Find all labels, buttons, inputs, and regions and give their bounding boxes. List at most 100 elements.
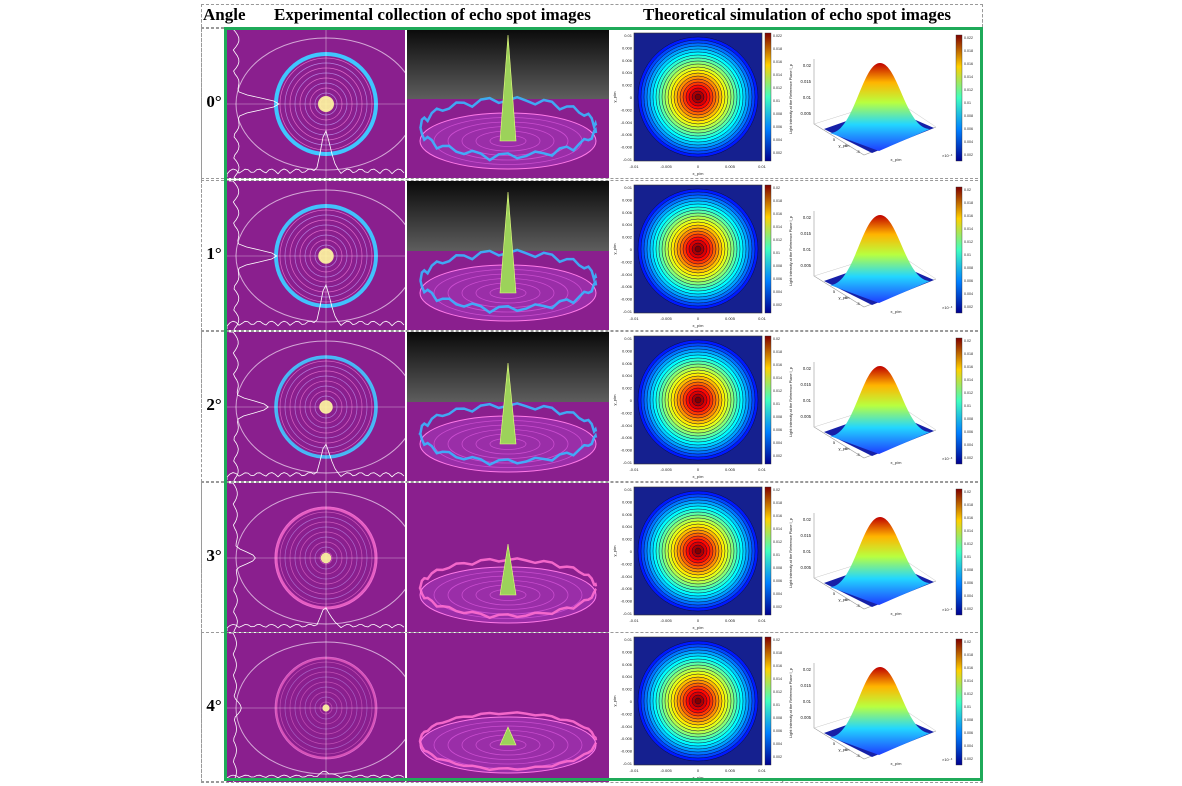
contour-xtick: 0: [697, 316, 700, 321]
surface-peak: [499, 726, 517, 746]
contour-ytick: 0.002: [622, 687, 633, 692]
surface-colorbar-tick: 0.002: [964, 757, 973, 761]
contour-colorbar-tick: 0.02: [773, 337, 780, 341]
contour-colorbar-tick: 0.02: [773, 638, 780, 642]
contour-xtick: -0.005: [660, 618, 672, 623]
surface-exponent: ×10⁻³: [942, 153, 953, 158]
contour-colorbar-tick: 0.022: [773, 34, 782, 38]
experimental-3d-image-svg: [407, 181, 609, 330]
contour-colorbar-tick: 0.008: [773, 566, 782, 570]
contour-colorbar-tick: 0.018: [773, 651, 782, 655]
contour-xtick: -0.005: [660, 164, 672, 169]
contour-xtick: -0.01: [629, 768, 639, 773]
surface-colorbar-tick: 0.008: [964, 266, 973, 270]
contour-colorbar-tick: 0.012: [773, 389, 782, 393]
surface-colorbar-tick: 0.006: [964, 430, 973, 434]
experimental-spot-image-svg: [227, 332, 405, 481]
surface-ztick: 0.005: [801, 565, 812, 570]
spot-background: [227, 332, 405, 481]
surface-plot: 0.02 0.015 0.01 0.005 Light Intensity at the…: [784, 332, 981, 481]
surface-axis-tick: 5: [833, 440, 836, 445]
contour-xtick: 0.01: [758, 164, 767, 169]
contour-ylabel: y_p/m: [612, 394, 617, 406]
contour-level: [694, 245, 702, 253]
contour-plot: 0.01 0.008 0.006 0.004 0.002 0 -0.002 -0.004 -0.…: [610, 181, 782, 330]
contour-colorbar-tick: 0.002: [773, 454, 782, 458]
surface-axis-tick: 5: [833, 289, 836, 294]
contour-ytick: -0.008: [621, 297, 633, 302]
surface-colorbar-tick: 0.008: [964, 114, 973, 118]
surface-colorbar-tick: 0.018: [964, 503, 973, 507]
experimental-spot-image-svg: [227, 29, 405, 178]
surface-colorbar-tick: 0.016: [964, 666, 973, 670]
surface-ztick: 0.02: [803, 517, 812, 522]
surface-axis-tick: 5: [833, 741, 836, 746]
surface-colorbar-tick: 0.012: [964, 391, 973, 395]
spot-background: [227, 29, 405, 178]
surface-colorbar-tick: 0.004: [964, 292, 973, 296]
contour-ytick: -0.01: [623, 761, 633, 766]
surface-exponent: ×10⁻³: [942, 456, 953, 461]
surface-xlabel: x_p/m: [891, 460, 903, 465]
contour-ylabel: y_p/m: [612, 243, 617, 255]
contour-xtick: 0: [697, 164, 700, 169]
contour-colorbar-tick: 0.014: [773, 225, 782, 229]
contour-colorbar-tick: 0.012: [773, 690, 782, 694]
surface-colorbar-tick: 0.006: [964, 279, 973, 283]
surface-colorbar-tick: 0.016: [964, 62, 973, 66]
surface-ylabel: y_p/m: [839, 597, 851, 602]
vertical-profile: [229, 332, 269, 481]
contour-xtick: 0: [697, 618, 700, 623]
contour-ytick: 0: [630, 247, 633, 252]
contour-ytick: -0.004: [621, 272, 633, 277]
surface-colorbar: [955, 638, 963, 766]
contour-xtick: -0.01: [629, 164, 639, 169]
surface-colorbar-tick: 0.016: [964, 214, 973, 218]
contour-colorbar-tick: 0.016: [773, 363, 782, 367]
contour-xtick: 0: [697, 467, 700, 472]
surface-colorbar-tick: 0.014: [964, 227, 973, 231]
contour-colorbar-tick: 0.02: [773, 186, 780, 190]
surface-ztick: 0.015: [801, 231, 812, 236]
contour-xtick: -0.01: [629, 467, 639, 472]
contour-ytick: -0.006: [621, 284, 633, 289]
experimental-spot-image: [227, 332, 405, 481]
contour-ytick: 0.006: [622, 58, 633, 63]
surface-ztick: 0.015: [801, 382, 812, 387]
contour-ytick: 0.002: [622, 83, 633, 88]
surface-plot: 0.02 0.015 0.01 0.005 Light Intensity at the…: [784, 483, 981, 632]
surface-rim: [419, 248, 598, 314]
contour-ytick: 0.008: [622, 45, 633, 50]
experimental-spot-image-svg: [227, 633, 405, 782]
contour-colorbar-tick: 0.018: [773, 501, 782, 505]
contour-ytick: 0.006: [622, 512, 633, 517]
contour-colorbar-tick: 0.004: [773, 742, 782, 746]
experimental-spot-image: [227, 29, 405, 178]
center-peak: [320, 552, 332, 564]
surface-xlabel: x_p/m: [891, 157, 903, 162]
surface-ztick: 0.005: [801, 111, 812, 116]
header-angle: Angle: [203, 5, 246, 24]
angle-label: 4°: [206, 696, 222, 715]
surface-colorbar-tick: 0.014: [964, 378, 973, 382]
contour-ytick: -0.006: [621, 132, 633, 137]
angle-label: 3°: [206, 546, 222, 565]
surface-peak: [499, 34, 517, 142]
contour-ytick: 0.01: [624, 487, 633, 492]
surface-colorbar-tick: 0.012: [964, 692, 973, 696]
contour-ytick: 0: [630, 95, 633, 100]
contour-plot: 0.01 0.008 0.006 0.004 0.002 0 -0.002 -0.004 -0.…: [610, 483, 782, 632]
surface-ztick: 0.01: [803, 699, 812, 704]
spot-background: [227, 181, 405, 330]
contour-xlabel: x_p/m: [693, 625, 705, 630]
contour-colorbar: [764, 335, 772, 465]
experimental-3d-image-svg: [407, 633, 609, 782]
angle-label: 1°: [206, 244, 222, 263]
surface-plot: 0.02 0.015 0.01 0.005 Light Intensity at the…: [784, 633, 981, 782]
contour-ytick: 0.008: [622, 197, 633, 202]
header-experimental: Experimental collection of echo spot ima…: [274, 5, 591, 24]
vertical-profile: [229, 483, 256, 632]
